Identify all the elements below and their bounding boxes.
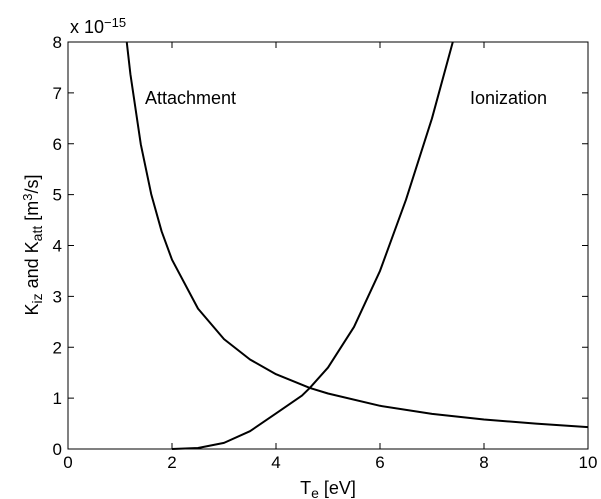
y-tick-label: 4 (53, 237, 62, 256)
label-part: −15 (104, 15, 126, 30)
label-part: and K (22, 241, 42, 293)
annotation: Attachment (145, 88, 236, 108)
label-part: [eV] (319, 478, 356, 498)
x-axis-label: Te [eV] (300, 478, 356, 499)
x-tick-label: 0 (63, 453, 72, 472)
x-tick-label: 6 (375, 453, 384, 472)
y-axis-label: Kiz and Katt [m3/s] (20, 174, 45, 315)
x-tick-label: 10 (579, 453, 598, 472)
label-part: 3 (20, 194, 35, 201)
annotation: Ionization (470, 88, 547, 108)
label-part: att (29, 226, 45, 242)
line (171, 41, 454, 450)
y-tick-label: 2 (53, 338, 62, 357)
y-tick-label: 6 (53, 135, 62, 154)
y-tick-label: 3 (53, 287, 62, 306)
label-part: /s] (22, 174, 42, 193)
label-part: iz (29, 293, 45, 303)
x-tick-label: 8 (479, 453, 488, 472)
y-tick-label: 0 (53, 440, 62, 459)
label-part: e (311, 485, 319, 499)
y-tick-label: 1 (53, 389, 62, 408)
label-part: [m (22, 201, 42, 226)
x-tick-label: 4 (271, 453, 280, 472)
label-part: T (300, 478, 311, 498)
x-tick-label: 2 (167, 453, 176, 472)
label-part: x 10 (70, 17, 104, 37)
line (125, 42, 589, 429)
axis-multiplier: x 10−15 (70, 15, 126, 37)
y-tick-label: 7 (53, 84, 62, 103)
y-tick-label: 8 (53, 33, 62, 52)
label-part: K (22, 303, 42, 315)
y-tick-label: 5 (53, 186, 62, 205)
